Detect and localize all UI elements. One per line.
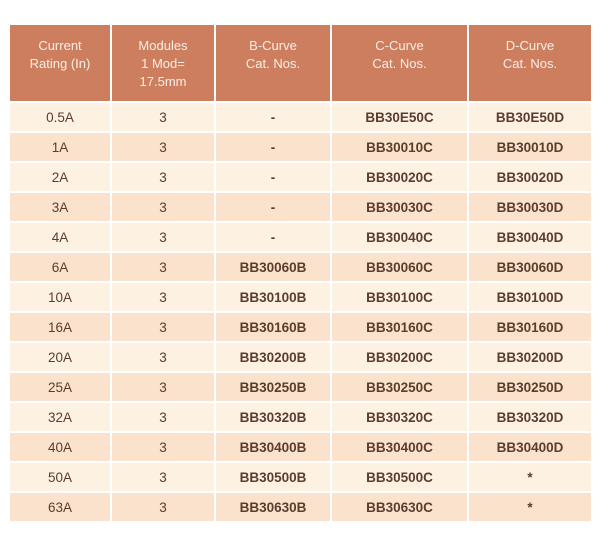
table-row: 1A 3 - BB30010C BB30010D — [10, 133, 591, 161]
cell-current-rating: 40A — [10, 433, 110, 461]
table-row: 0.5A 3 - BB30E50C BB30E50D — [10, 103, 591, 131]
cell-b-curve-cat-no: - — [216, 223, 330, 251]
col-header-d-curve: D-Curve Cat. Nos. — [469, 25, 591, 101]
table-row: 6A 3 BB30060B BB30060C BB30060D — [10, 253, 591, 281]
table-row: 32A 3 BB30320B BB30320C BB30320D — [10, 403, 591, 431]
cell-c-curve-cat-no: BB30500C — [332, 463, 467, 491]
header-row: Current Rating (In) Modules 1 Mod= 17.5m… — [10, 25, 591, 101]
cell-current-rating: 63A — [10, 493, 110, 521]
cell-c-curve-cat-no: BB30630C — [332, 493, 467, 521]
cell-c-curve-cat-no: BB30010C — [332, 133, 467, 161]
cell-modules: 3 — [112, 493, 214, 521]
cell-d-curve-cat-no: BB30040D — [469, 223, 591, 251]
cell-current-rating: 3A — [10, 193, 110, 221]
cell-b-curve-cat-no: BB30160B — [216, 313, 330, 341]
cell-modules: 3 — [112, 103, 214, 131]
table-row: 40A 3 BB30400B BB30400C BB30400D — [10, 433, 591, 461]
cell-current-rating: 16A — [10, 313, 110, 341]
table-row: 16A 3 BB30160B BB30160C BB30160D — [10, 313, 591, 341]
col-header-c-curve: C-Curve Cat. Nos. — [332, 25, 467, 101]
cell-modules: 3 — [112, 313, 214, 341]
col-header-modules: Modules 1 Mod= 17.5mm — [112, 25, 214, 101]
cell-modules: 3 — [112, 253, 214, 281]
cell-c-curve-cat-no: BB30100C — [332, 283, 467, 311]
cell-modules: 3 — [112, 343, 214, 371]
cell-current-rating: 6A — [10, 253, 110, 281]
cell-b-curve-cat-no: BB30630B — [216, 493, 330, 521]
table-row: 50A 3 BB30500B BB30500C * — [10, 463, 591, 491]
table-row: 3A 3 - BB30030C BB30030D — [10, 193, 591, 221]
cell-modules: 3 — [112, 373, 214, 401]
table-row: 25A 3 BB30250B BB30250C BB30250D — [10, 373, 591, 401]
cell-b-curve-cat-no: - — [216, 163, 330, 191]
cell-modules: 3 — [112, 433, 214, 461]
table-row: 63A 3 BB30630B BB30630C * — [10, 493, 591, 521]
cell-b-curve-cat-no: BB30320B — [216, 403, 330, 431]
cell-d-curve-cat-no: BB30020D — [469, 163, 591, 191]
table-row: 4A 3 - BB30040C BB30040D — [10, 223, 591, 251]
cell-c-curve-cat-no: BB30250C — [332, 373, 467, 401]
cell-modules: 3 — [112, 133, 214, 161]
cell-c-curve-cat-no: BB30320C — [332, 403, 467, 431]
cell-modules: 3 — [112, 283, 214, 311]
cell-b-curve-cat-no: BB30200B — [216, 343, 330, 371]
cell-current-rating: 10A — [10, 283, 110, 311]
cell-d-curve-cat-no: BB30010D — [469, 133, 591, 161]
cell-current-rating: 50A — [10, 463, 110, 491]
table-row: 10A 3 BB30100B BB30100C BB30100D — [10, 283, 591, 311]
col-header-b-curve: B-Curve Cat. Nos. — [216, 25, 330, 101]
cell-d-curve-cat-no: BB30160D — [469, 313, 591, 341]
cell-current-rating: 25A — [10, 373, 110, 401]
cell-d-curve-cat-no: * — [469, 493, 591, 521]
cell-b-curve-cat-no: - — [216, 103, 330, 131]
catalog-page: Current Rating (In) Modules 1 Mod= 17.5m… — [0, 23, 612, 559]
mcb-catalog-table: Current Rating (In) Modules 1 Mod= 17.5m… — [8, 23, 593, 523]
cell-current-rating: 1A — [10, 133, 110, 161]
cell-b-curve-cat-no: BB30400B — [216, 433, 330, 461]
cell-c-curve-cat-no: BB30E50C — [332, 103, 467, 131]
cell-b-curve-cat-no: BB30060B — [216, 253, 330, 281]
cell-c-curve-cat-no: BB30160C — [332, 313, 467, 341]
cell-d-curve-cat-no: BB30100D — [469, 283, 591, 311]
cell-b-curve-cat-no: - — [216, 133, 330, 161]
cell-d-curve-cat-no: BB30030D — [469, 193, 591, 221]
cell-modules: 3 — [112, 193, 214, 221]
cell-c-curve-cat-no: BB30020C — [332, 163, 467, 191]
cell-c-curve-cat-no: BB30040C — [332, 223, 467, 251]
cell-modules: 3 — [112, 163, 214, 191]
cell-d-curve-cat-no: BB30060D — [469, 253, 591, 281]
cell-d-curve-cat-no: BB30250D — [469, 373, 591, 401]
cell-modules: 3 — [112, 403, 214, 431]
cell-c-curve-cat-no: BB30030C — [332, 193, 467, 221]
table-row: 2A 3 - BB30020C BB30020D — [10, 163, 591, 191]
cell-current-rating: 0.5A — [10, 103, 110, 131]
cell-b-curve-cat-no: BB30250B — [216, 373, 330, 401]
cell-modules: 3 — [112, 223, 214, 251]
cell-b-curve-cat-no: BB30100B — [216, 283, 330, 311]
cell-d-curve-cat-no: BB30320D — [469, 403, 591, 431]
table-row: 20A 3 BB30200B BB30200C BB30200D — [10, 343, 591, 371]
cell-modules: 3 — [112, 463, 214, 491]
cell-c-curve-cat-no: BB30200C — [332, 343, 467, 371]
col-header-current-rating: Current Rating (In) — [10, 25, 110, 101]
cell-c-curve-cat-no: BB30060C — [332, 253, 467, 281]
cell-current-rating: 4A — [10, 223, 110, 251]
cell-d-curve-cat-no: BB30200D — [469, 343, 591, 371]
cell-b-curve-cat-no: - — [216, 193, 330, 221]
cell-c-curve-cat-no: BB30400C — [332, 433, 467, 461]
cell-d-curve-cat-no: BB30400D — [469, 433, 591, 461]
cell-current-rating: 32A — [10, 403, 110, 431]
cell-d-curve-cat-no: * — [469, 463, 591, 491]
cell-current-rating: 20A — [10, 343, 110, 371]
cell-b-curve-cat-no: BB30500B — [216, 463, 330, 491]
cell-d-curve-cat-no: BB30E50D — [469, 103, 591, 131]
cell-current-rating: 2A — [10, 163, 110, 191]
